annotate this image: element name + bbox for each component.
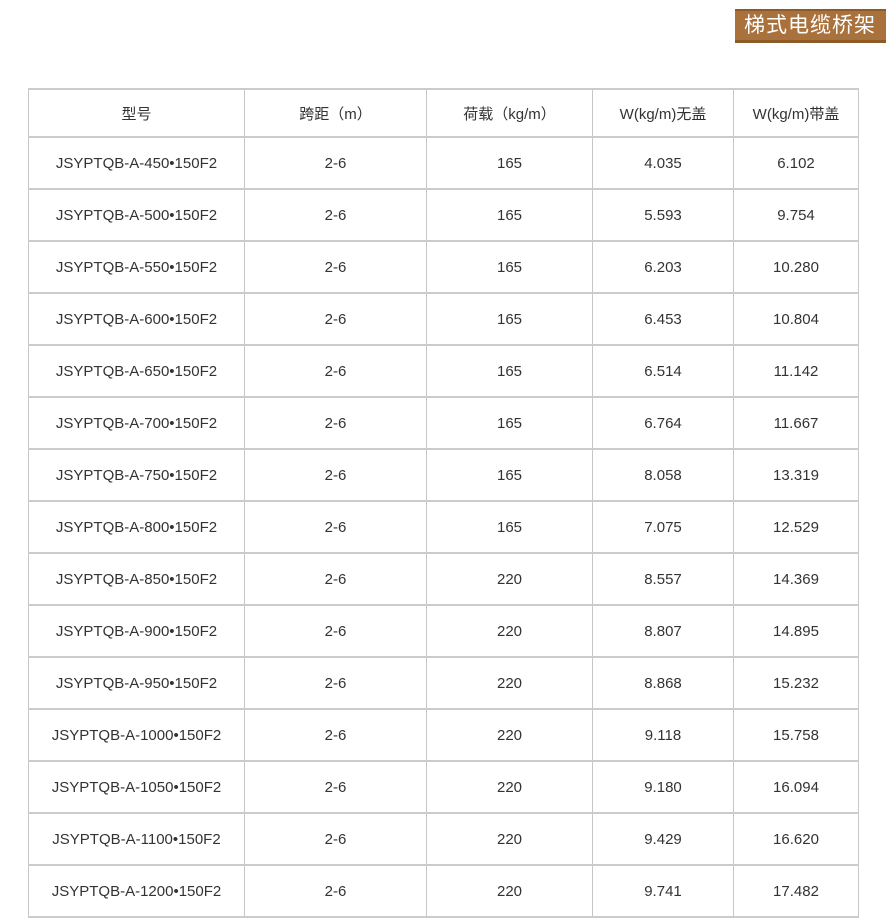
table-cell: 165: [426, 292, 593, 346]
table-cell: 8.058: [592, 448, 734, 502]
table-cell: 220: [426, 552, 593, 606]
table-row: JSYPTQB-A-1000•150F2 2-6 220 9.118 15.758: [28, 708, 859, 762]
table-cell: 15.758: [733, 708, 859, 762]
table-cell: JSYPTQB-A-750•150F2: [28, 448, 245, 502]
table-cell: JSYPTQB-A-1100•150F2: [28, 812, 245, 866]
table-cell: JSYPTQB-A-800•150F2: [28, 500, 245, 554]
table-cell: 6.203: [592, 240, 734, 294]
table-cell: JSYPTQB-A-850•150F2: [28, 552, 245, 606]
table-cell: 2-6: [244, 500, 427, 554]
table-cell: 2-6: [244, 760, 427, 814]
table-cell: 220: [426, 708, 593, 762]
table-cell: 220: [426, 604, 593, 658]
table-cell: 5.593: [592, 188, 734, 242]
table-row: JSYPTQB-A-700•150F2 2-6 165 6.764 11.667: [28, 396, 859, 450]
table-cell: 165: [426, 344, 593, 398]
table-cell: JSYPTQB-A-950•150F2: [28, 656, 245, 710]
table-cell: 165: [426, 448, 593, 502]
table-cell: 9.118: [592, 708, 734, 762]
table-cell: 9.429: [592, 812, 734, 866]
table-row: JSYPTQB-A-900•150F2 2-6 220 8.807 14.895: [28, 604, 859, 658]
table-row: JSYPTQB-A-950•150F2 2-6 220 8.868 15.232: [28, 656, 859, 710]
table-header-row: 型号 跨距（m） 荷载（kg/m） W(kg/m)无盖 W(kg/m)带盖: [28, 88, 859, 138]
table-cell: 13.319: [733, 448, 859, 502]
table-row: JSYPTQB-A-500•150F2 2-6 165 5.593 9.754: [28, 188, 859, 242]
table-cell: 6.514: [592, 344, 734, 398]
table-cell: 2-6: [244, 708, 427, 762]
table-cell: 220: [426, 864, 593, 918]
table-cell: 8.807: [592, 604, 734, 658]
table-cell: 2-6: [244, 240, 427, 294]
table-cell: 4.035: [592, 136, 734, 190]
table-cell: 2-6: [244, 812, 427, 866]
table-cell: 14.895: [733, 604, 859, 658]
table-cell: 10.280: [733, 240, 859, 294]
table-cell: 2-6: [244, 396, 427, 450]
table-cell: JSYPTQB-A-700•150F2: [28, 396, 245, 450]
table-cell: 220: [426, 812, 593, 866]
table-row: JSYPTQB-A-550•150F2 2-6 165 6.203 10.280: [28, 240, 859, 294]
table-cell: 8.868: [592, 656, 734, 710]
table-cell: 2-6: [244, 448, 427, 502]
table-cell: 165: [426, 396, 593, 450]
col-header-model: 型号: [28, 88, 245, 138]
table-cell: 9.741: [592, 864, 734, 918]
table-cell: 165: [426, 500, 593, 554]
table-cell: JSYPTQB-A-500•150F2: [28, 188, 245, 242]
table-cell: 14.369: [733, 552, 859, 606]
spec-table: 型号 跨距（m） 荷载（kg/m） W(kg/m)无盖 W(kg/m)带盖 JS…: [28, 88, 859, 918]
col-header-weight-cover: W(kg/m)带盖: [733, 88, 859, 138]
table-cell: 10.804: [733, 292, 859, 346]
table-row: JSYPTQB-A-650•150F2 2-6 165 6.514 11.142: [28, 344, 859, 398]
table-cell: 6.453: [592, 292, 734, 346]
table-cell: 2-6: [244, 864, 427, 918]
table-cell: 165: [426, 136, 593, 190]
table-cell: 220: [426, 760, 593, 814]
table-row: JSYPTQB-A-850•150F2 2-6 220 8.557 14.369: [28, 552, 859, 606]
table-cell: 2-6: [244, 136, 427, 190]
table-cell: 16.620: [733, 812, 859, 866]
table-cell: 165: [426, 240, 593, 294]
table-row: JSYPTQB-A-600•150F2 2-6 165 6.453 10.804: [28, 292, 859, 346]
table-cell: JSYPTQB-A-1200•150F2: [28, 864, 245, 918]
table-cell: JSYPTQB-A-550•150F2: [28, 240, 245, 294]
table-cell: 12.529: [733, 500, 859, 554]
table-cell: 2-6: [244, 292, 427, 346]
table-row: JSYPTQB-A-1050•150F2 2-6 220 9.180 16.094: [28, 760, 859, 814]
table-cell: JSYPTQB-A-600•150F2: [28, 292, 245, 346]
category-tag-badge: 梯式电缆桥架: [735, 9, 886, 43]
table-cell: 15.232: [733, 656, 859, 710]
table-cell: 8.557: [592, 552, 734, 606]
table-cell: 2-6: [244, 344, 427, 398]
table-cell: JSYPTQB-A-900•150F2: [28, 604, 245, 658]
table-cell: 2-6: [244, 552, 427, 606]
table-cell: 2-6: [244, 604, 427, 658]
table-cell: 220: [426, 656, 593, 710]
col-header-load: 荷载（kg/m）: [426, 88, 593, 138]
table-cell: JSYPTQB-A-1050•150F2: [28, 760, 245, 814]
table-row: JSYPTQB-A-750•150F2 2-6 165 8.058 13.319: [28, 448, 859, 502]
table-cell: 2-6: [244, 188, 427, 242]
table-cell: 165: [426, 188, 593, 242]
table-cell: 7.075: [592, 500, 734, 554]
table-cell: 6.102: [733, 136, 859, 190]
table-row: JSYPTQB-A-450•150F2 2-6 165 4.035 6.102: [28, 136, 859, 190]
table-cell: JSYPTQB-A-1000•150F2: [28, 708, 245, 762]
col-header-span: 跨距（m）: [244, 88, 427, 138]
table-cell: 9.754: [733, 188, 859, 242]
table-cell: 11.667: [733, 396, 859, 450]
col-header-weight-nocover: W(kg/m)无盖: [592, 88, 734, 138]
table-cell: 9.180: [592, 760, 734, 814]
table-cell: 2-6: [244, 656, 427, 710]
table-row: JSYPTQB-A-800•150F2 2-6 165 7.075 12.529: [28, 500, 859, 554]
table-cell: 11.142: [733, 344, 859, 398]
table-cell: JSYPTQB-A-650•150F2: [28, 344, 245, 398]
table-cell: 6.764: [592, 396, 734, 450]
table-cell: 16.094: [733, 760, 859, 814]
table-cell: JSYPTQB-A-450•150F2: [28, 136, 245, 190]
table-row: JSYPTQB-A-1200•150F2 2-6 220 9.741 17.482: [28, 864, 859, 918]
table-cell: 17.482: [733, 864, 859, 918]
table-row: JSYPTQB-A-1100•150F2 2-6 220 9.429 16.620: [28, 812, 859, 866]
